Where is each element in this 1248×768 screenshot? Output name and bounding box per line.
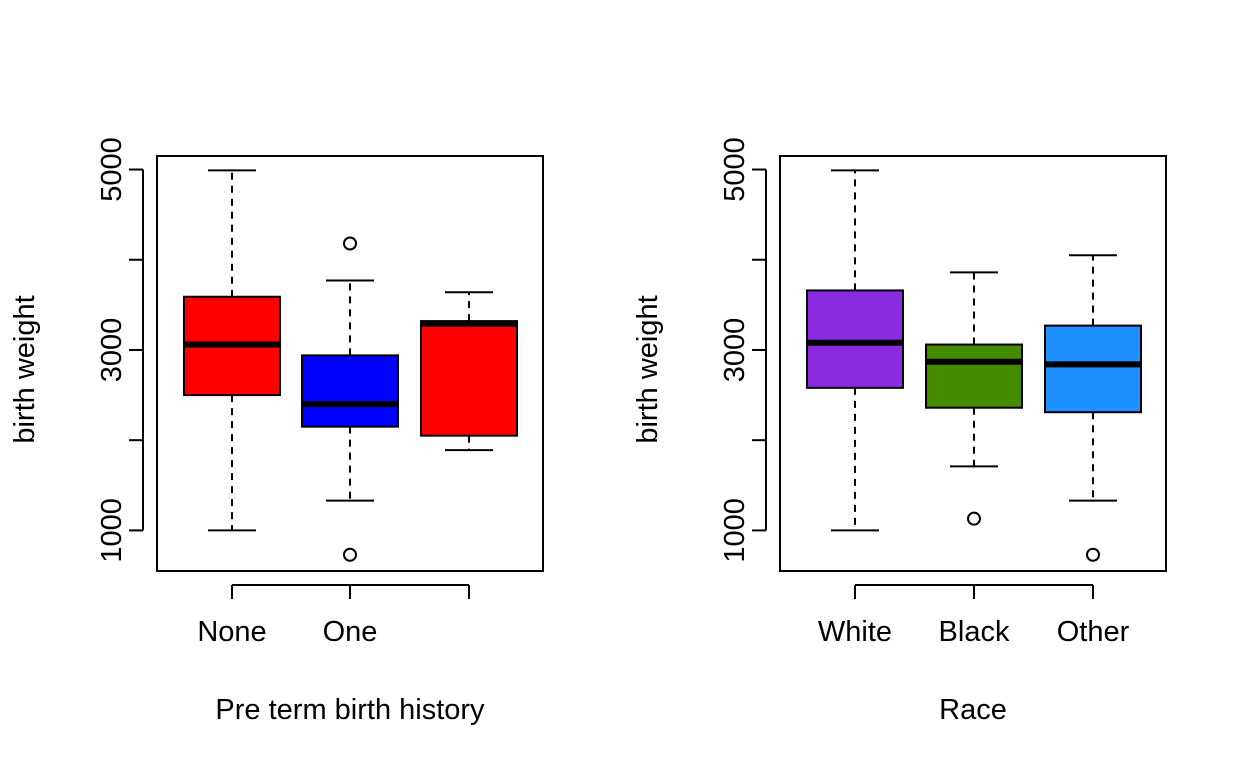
y-axis-title: birth weight [632, 295, 664, 443]
x-category-label: None [197, 616, 266, 648]
outlier-point [967, 511, 981, 526]
box-iqr [925, 343, 1023, 409]
x-category-label: White [818, 616, 892, 648]
box-none [183, 169, 281, 532]
x-category-label: Black [939, 616, 1010, 648]
box-one [301, 236, 399, 562]
box-black [925, 271, 1023, 526]
box-other [1044, 254, 1142, 562]
y-tick-label: 5000 [96, 137, 128, 202]
y-tick-label: 3000 [96, 318, 128, 383]
x-axis-title: Race [939, 694, 1007, 726]
plot-frame [779, 155, 1167, 572]
box-group-3 [420, 291, 518, 452]
y-tick-label: 1000 [96, 498, 128, 563]
outlier-point [343, 236, 357, 251]
y-tick-label: 5000 [719, 137, 751, 202]
box-iqr [806, 289, 904, 389]
box-white [806, 169, 904, 532]
y-tick-label: 1000 [719, 498, 751, 563]
box-iqr [420, 320, 518, 437]
outlier-point [1086, 547, 1100, 562]
x-category-label: One [323, 616, 378, 648]
boxplot-panel-race: 1000 3000 5000 birth weight White Black Other R… [632, 137, 1167, 726]
box-iqr [1044, 324, 1142, 414]
y-axis-title: birth weight [9, 295, 41, 443]
box-iqr [301, 354, 399, 428]
x-category-label: Other [1057, 616, 1130, 648]
boxplot-panel-preterm: 1000 3000 5000 birth weight None One Pre term … [9, 137, 544, 726]
x-axis-title: Pre term birth history [215, 694, 485, 726]
y-tick-label: 3000 [719, 318, 751, 383]
plot-frame [156, 155, 544, 572]
outlier-point [343, 547, 357, 562]
